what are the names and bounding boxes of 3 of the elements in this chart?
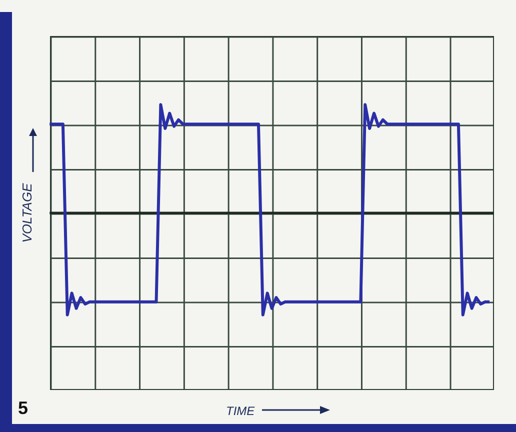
text: TIME (226, 404, 255, 418)
text: 5 (18, 398, 28, 419)
y-axis-title: VOLTAGE (19, 182, 34, 243)
